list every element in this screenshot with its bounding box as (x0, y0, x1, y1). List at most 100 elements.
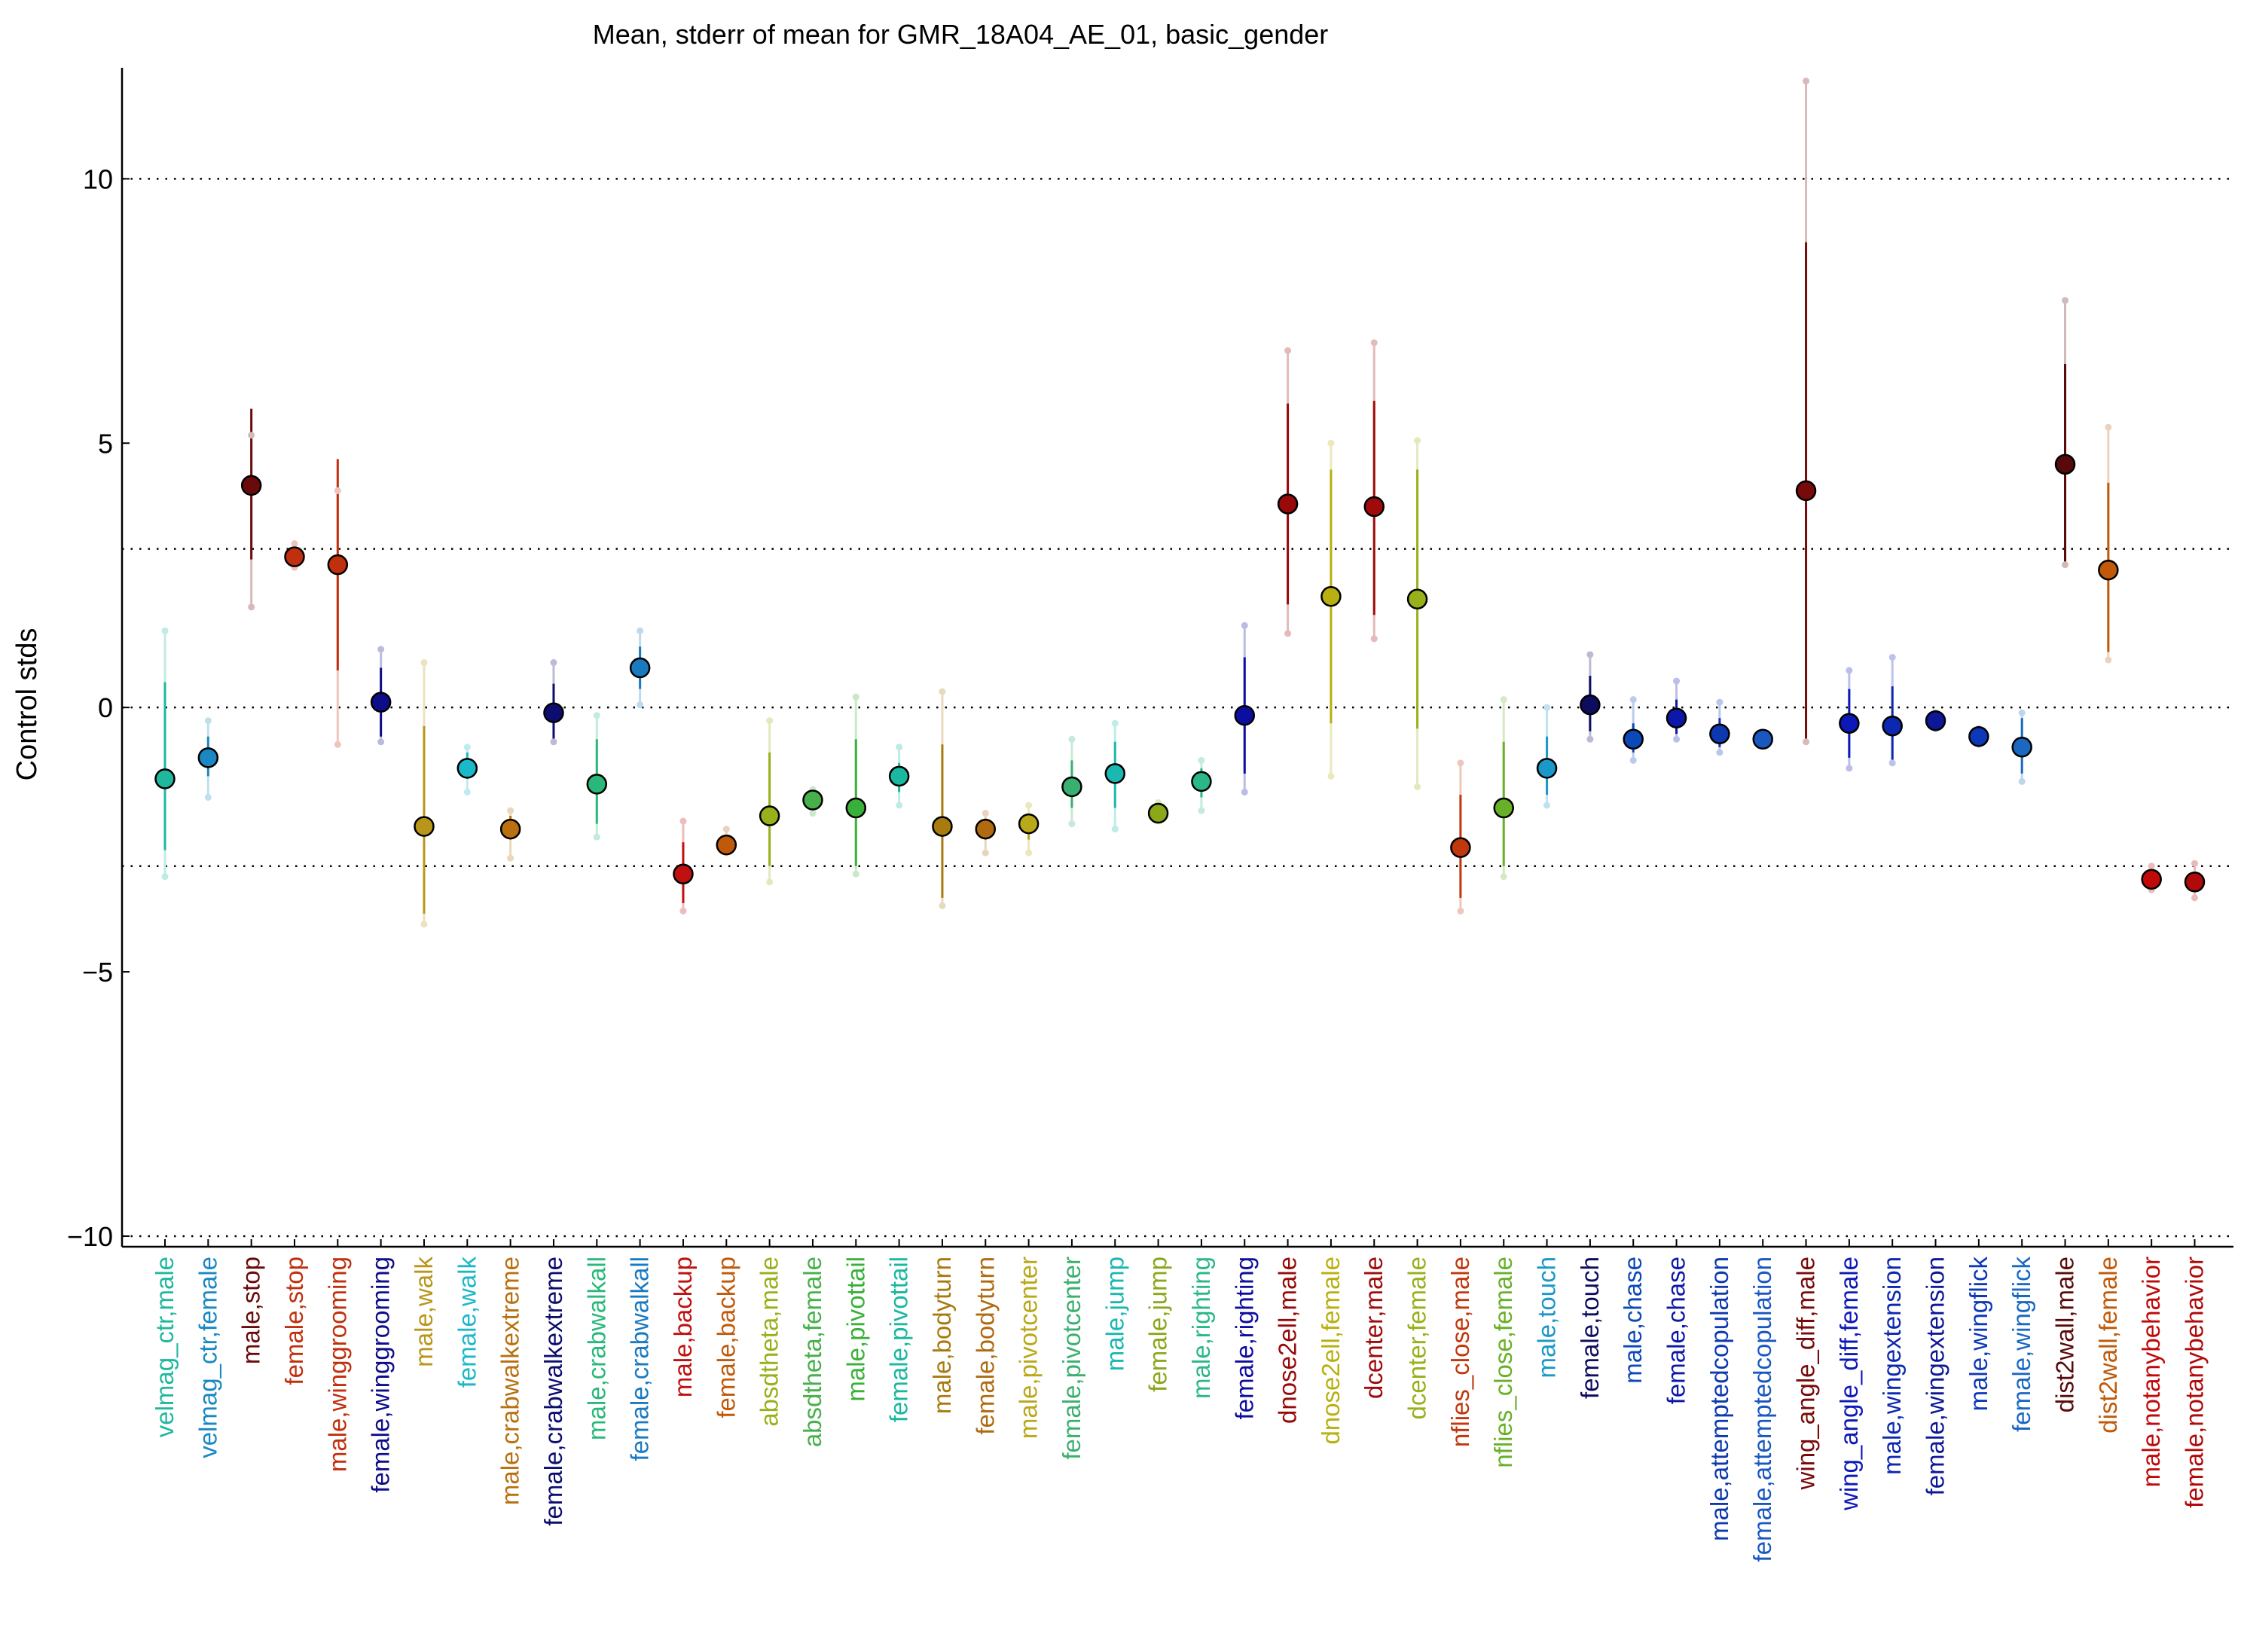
mean-point-4 (327, 554, 349, 576)
mean-point-9 (543, 702, 564, 723)
mean-point-11 (629, 657, 651, 679)
x-tick-label-41: female,wingextension (1922, 1257, 1949, 1495)
mean-point-5 (370, 692, 392, 713)
range-end-18-0 (939, 902, 946, 909)
mean-point-1 (197, 747, 219, 768)
range-end-11-1 (637, 627, 644, 634)
range-end-27-1 (1327, 439, 1335, 447)
range-end-0-0 (161, 873, 169, 881)
mean-point-41 (1925, 710, 1946, 731)
range-end-25-1 (1241, 621, 1248, 629)
x-tick-label-27: dnose2ell,female (1317, 1257, 1345, 1445)
x-tick-label-38: wing_angle_diff,male (1792, 1257, 1820, 1490)
x-tick-label-43: female,wingflick (2007, 1257, 2035, 1432)
mean-point-7 (456, 758, 478, 779)
y-ticks: −10 −5 0 5 10 (67, 163, 130, 1252)
mean-point-34 (1623, 728, 1644, 750)
range-end-21-1 (1068, 735, 1076, 743)
range-end-25-0 (1241, 788, 1248, 795)
range-end-33-1 (1586, 651, 1594, 658)
x-tick-label-37: female,attemptedcopulation (1748, 1257, 1776, 1562)
x-tick-label-2: male,stop (237, 1257, 265, 1364)
range-end-36-0 (1716, 749, 1723, 756)
mean-point-44 (2054, 453, 2076, 475)
x-tick-label-44: dist2wall,male (2051, 1257, 2079, 1412)
range-end-36-1 (1716, 698, 1723, 706)
x-tick-label-32: male,touch (1533, 1257, 1561, 1378)
range-end-markers (161, 78, 2199, 928)
x-tick-label-5: female,winggrooming (367, 1257, 395, 1493)
mean-point-16 (845, 797, 867, 819)
mean-point-0 (154, 768, 176, 789)
range-end-26-1 (1284, 347, 1292, 354)
range-end-45-1 (2105, 423, 2112, 431)
x-tick-label-45: dist2wall,female (2094, 1257, 2122, 1434)
mean-point-43 (2011, 737, 2032, 758)
x-tick-label-15: absdtheta,female (798, 1257, 826, 1447)
mean-point-40 (1882, 715, 1903, 737)
range-end-32-0 (1543, 802, 1551, 809)
range-end-30-0 (1457, 907, 1464, 915)
range-end-11-0 (637, 701, 644, 709)
range-end-38-0 (1803, 738, 1810, 746)
mean-point-30 (1450, 837, 1471, 858)
x-tick-label-20: male,pivotcenter (1015, 1257, 1043, 1439)
x-ticks: velmag_ctr,male velmag_ctr,female male,sto… (151, 1239, 2209, 1562)
y-tick-label-0: −10 (67, 1221, 113, 1252)
mean-point-31 (1493, 797, 1514, 819)
x-tick-label-6: male,walk (410, 1257, 438, 1367)
x-tick-label-4: male,winggrooming (323, 1257, 351, 1472)
mean-point-22 (1104, 763, 1126, 784)
x-tick-label-11: female,crabwalkall (626, 1257, 654, 1461)
range-end-10-1 (593, 712, 600, 719)
axes (121, 68, 2233, 1248)
x-tick-label-26: dnose2ell,male (1274, 1257, 1302, 1424)
range-end-33-0 (1586, 735, 1594, 743)
mean-point-20 (1018, 813, 1040, 835)
range-end-44-0 (2062, 561, 2069, 569)
mean-point-19 (975, 818, 997, 840)
range-end-29-0 (1414, 783, 1421, 790)
range-end-4-0 (334, 740, 341, 748)
range-end-17-1 (896, 744, 903, 751)
range-end-15-0 (809, 810, 817, 817)
range-end-17-0 (896, 802, 903, 809)
x-tick-label-14: absdtheta,male (756, 1257, 783, 1427)
mean-point-2 (240, 475, 262, 496)
range-end-5-1 (377, 646, 385, 653)
mean-point-35 (1665, 707, 1687, 728)
x-tick-label-3: female,stop (280, 1257, 308, 1385)
range-end-2-0 (248, 603, 255, 611)
range-end-9-1 (550, 659, 557, 667)
mean-point-37 (1752, 728, 1773, 750)
mean-point-8 (499, 818, 521, 840)
range-end-47-0 (2191, 894, 2199, 902)
mean-point-27 (1320, 586, 1342, 607)
range-end-22-1 (1111, 719, 1119, 727)
mean-point-24 (1191, 771, 1212, 792)
x-tick-label-18: male,bodyturn (928, 1257, 956, 1414)
y-tick-label-1: −5 (82, 957, 113, 988)
range-end-24-1 (1198, 756, 1205, 764)
range-end-16-0 (852, 870, 859, 878)
x-tick-label-7: female,walk (453, 1257, 481, 1388)
mean-point-46 (2141, 869, 2162, 890)
x-tick-label-36: male,attemptedcopulation (1705, 1257, 1733, 1541)
mean-point-42 (1968, 726, 1989, 747)
mean-point-13 (716, 834, 737, 856)
range-end-16-1 (852, 693, 859, 701)
range-end-10-0 (593, 833, 600, 841)
x-tick-label-25: female,righting (1230, 1257, 1258, 1419)
range-end-31-1 (1500, 696, 1507, 704)
range-end-20-1 (1025, 802, 1033, 809)
mean-point-28 (1363, 496, 1385, 518)
range-end-12-1 (679, 817, 687, 825)
x-tick-label-34: male,chase (1619, 1257, 1647, 1384)
range-end-7-1 (463, 744, 471, 751)
range-bars (163, 81, 2197, 924)
range-end-40-0 (1888, 759, 1896, 767)
mean-point-26 (1277, 493, 1299, 515)
mean-point-17 (888, 765, 910, 787)
